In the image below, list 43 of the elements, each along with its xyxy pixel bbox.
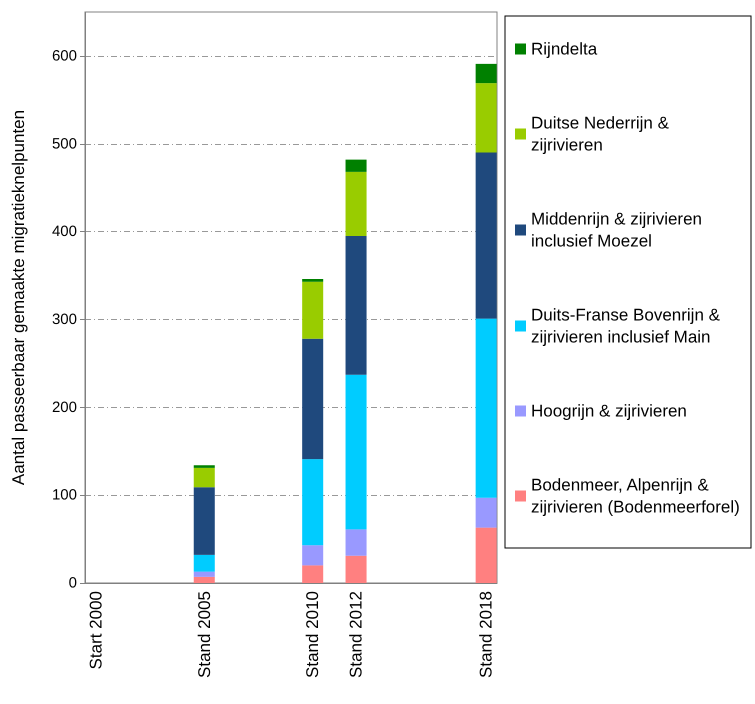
legend-label: Duitse Nederrijn & zijrivieren bbox=[531, 114, 674, 154]
bar bbox=[476, 152, 497, 319]
x-tick-label: Stand 2018 bbox=[476, 591, 496, 678]
bar bbox=[346, 160, 367, 172]
bar bbox=[346, 172, 367, 236]
bar bbox=[302, 338, 324, 460]
bar bbox=[476, 528, 497, 583]
legend-label: Middenrijn & zijrivieren inclusief Moezel bbox=[531, 210, 707, 250]
y-tick-label: 600 bbox=[52, 47, 77, 64]
x-tick-label: Stand 2005 bbox=[194, 591, 214, 678]
bar bbox=[194, 576, 215, 583]
bar bbox=[194, 487, 215, 555]
bar bbox=[346, 374, 367, 530]
bar bbox=[302, 279, 324, 282]
y-tick-label: 0 bbox=[68, 574, 77, 592]
y-tick-label: 400 bbox=[52, 223, 77, 240]
bar bbox=[194, 554, 215, 572]
bar bbox=[346, 529, 367, 556]
x-tick-label: Start 2000 bbox=[86, 591, 106, 670]
bar bbox=[346, 556, 367, 583]
y-tick-label: 500 bbox=[52, 135, 77, 152]
y-tick-label: 300 bbox=[52, 310, 77, 328]
x-tick-label: Stand 2012 bbox=[346, 591, 366, 678]
bar bbox=[346, 236, 367, 375]
x-tick-label: Stand 2010 bbox=[303, 591, 322, 678]
legend-label: Bodenmeer, Alpenrijn & zijrivieren (Bodenmeerforel) bbox=[531, 476, 740, 516]
legend-label: Hoogrijn & zijrivieren bbox=[531, 402, 687, 420]
bar bbox=[476, 64, 497, 84]
bar bbox=[476, 498, 497, 528]
legend-label: Duits-Franse Bovenrijn & zijrivieren inclusief Main bbox=[531, 306, 725, 346]
legend-label: Rijndelta bbox=[531, 40, 598, 58]
bar bbox=[476, 83, 497, 153]
y-tick-label: 100 bbox=[52, 486, 77, 504]
bar bbox=[194, 468, 215, 488]
y-axis-title: Aantal passeerbaar gemaakte migratieknelpunten bbox=[9, 110, 28, 486]
bar bbox=[476, 318, 497, 498]
bar bbox=[302, 282, 324, 339]
bar bbox=[194, 465, 215, 468]
bar bbox=[302, 459, 324, 546]
bar bbox=[302, 545, 324, 566]
bar bbox=[194, 572, 215, 577]
y-tick-label: 200 bbox=[52, 398, 77, 416]
bar bbox=[302, 565, 324, 583]
